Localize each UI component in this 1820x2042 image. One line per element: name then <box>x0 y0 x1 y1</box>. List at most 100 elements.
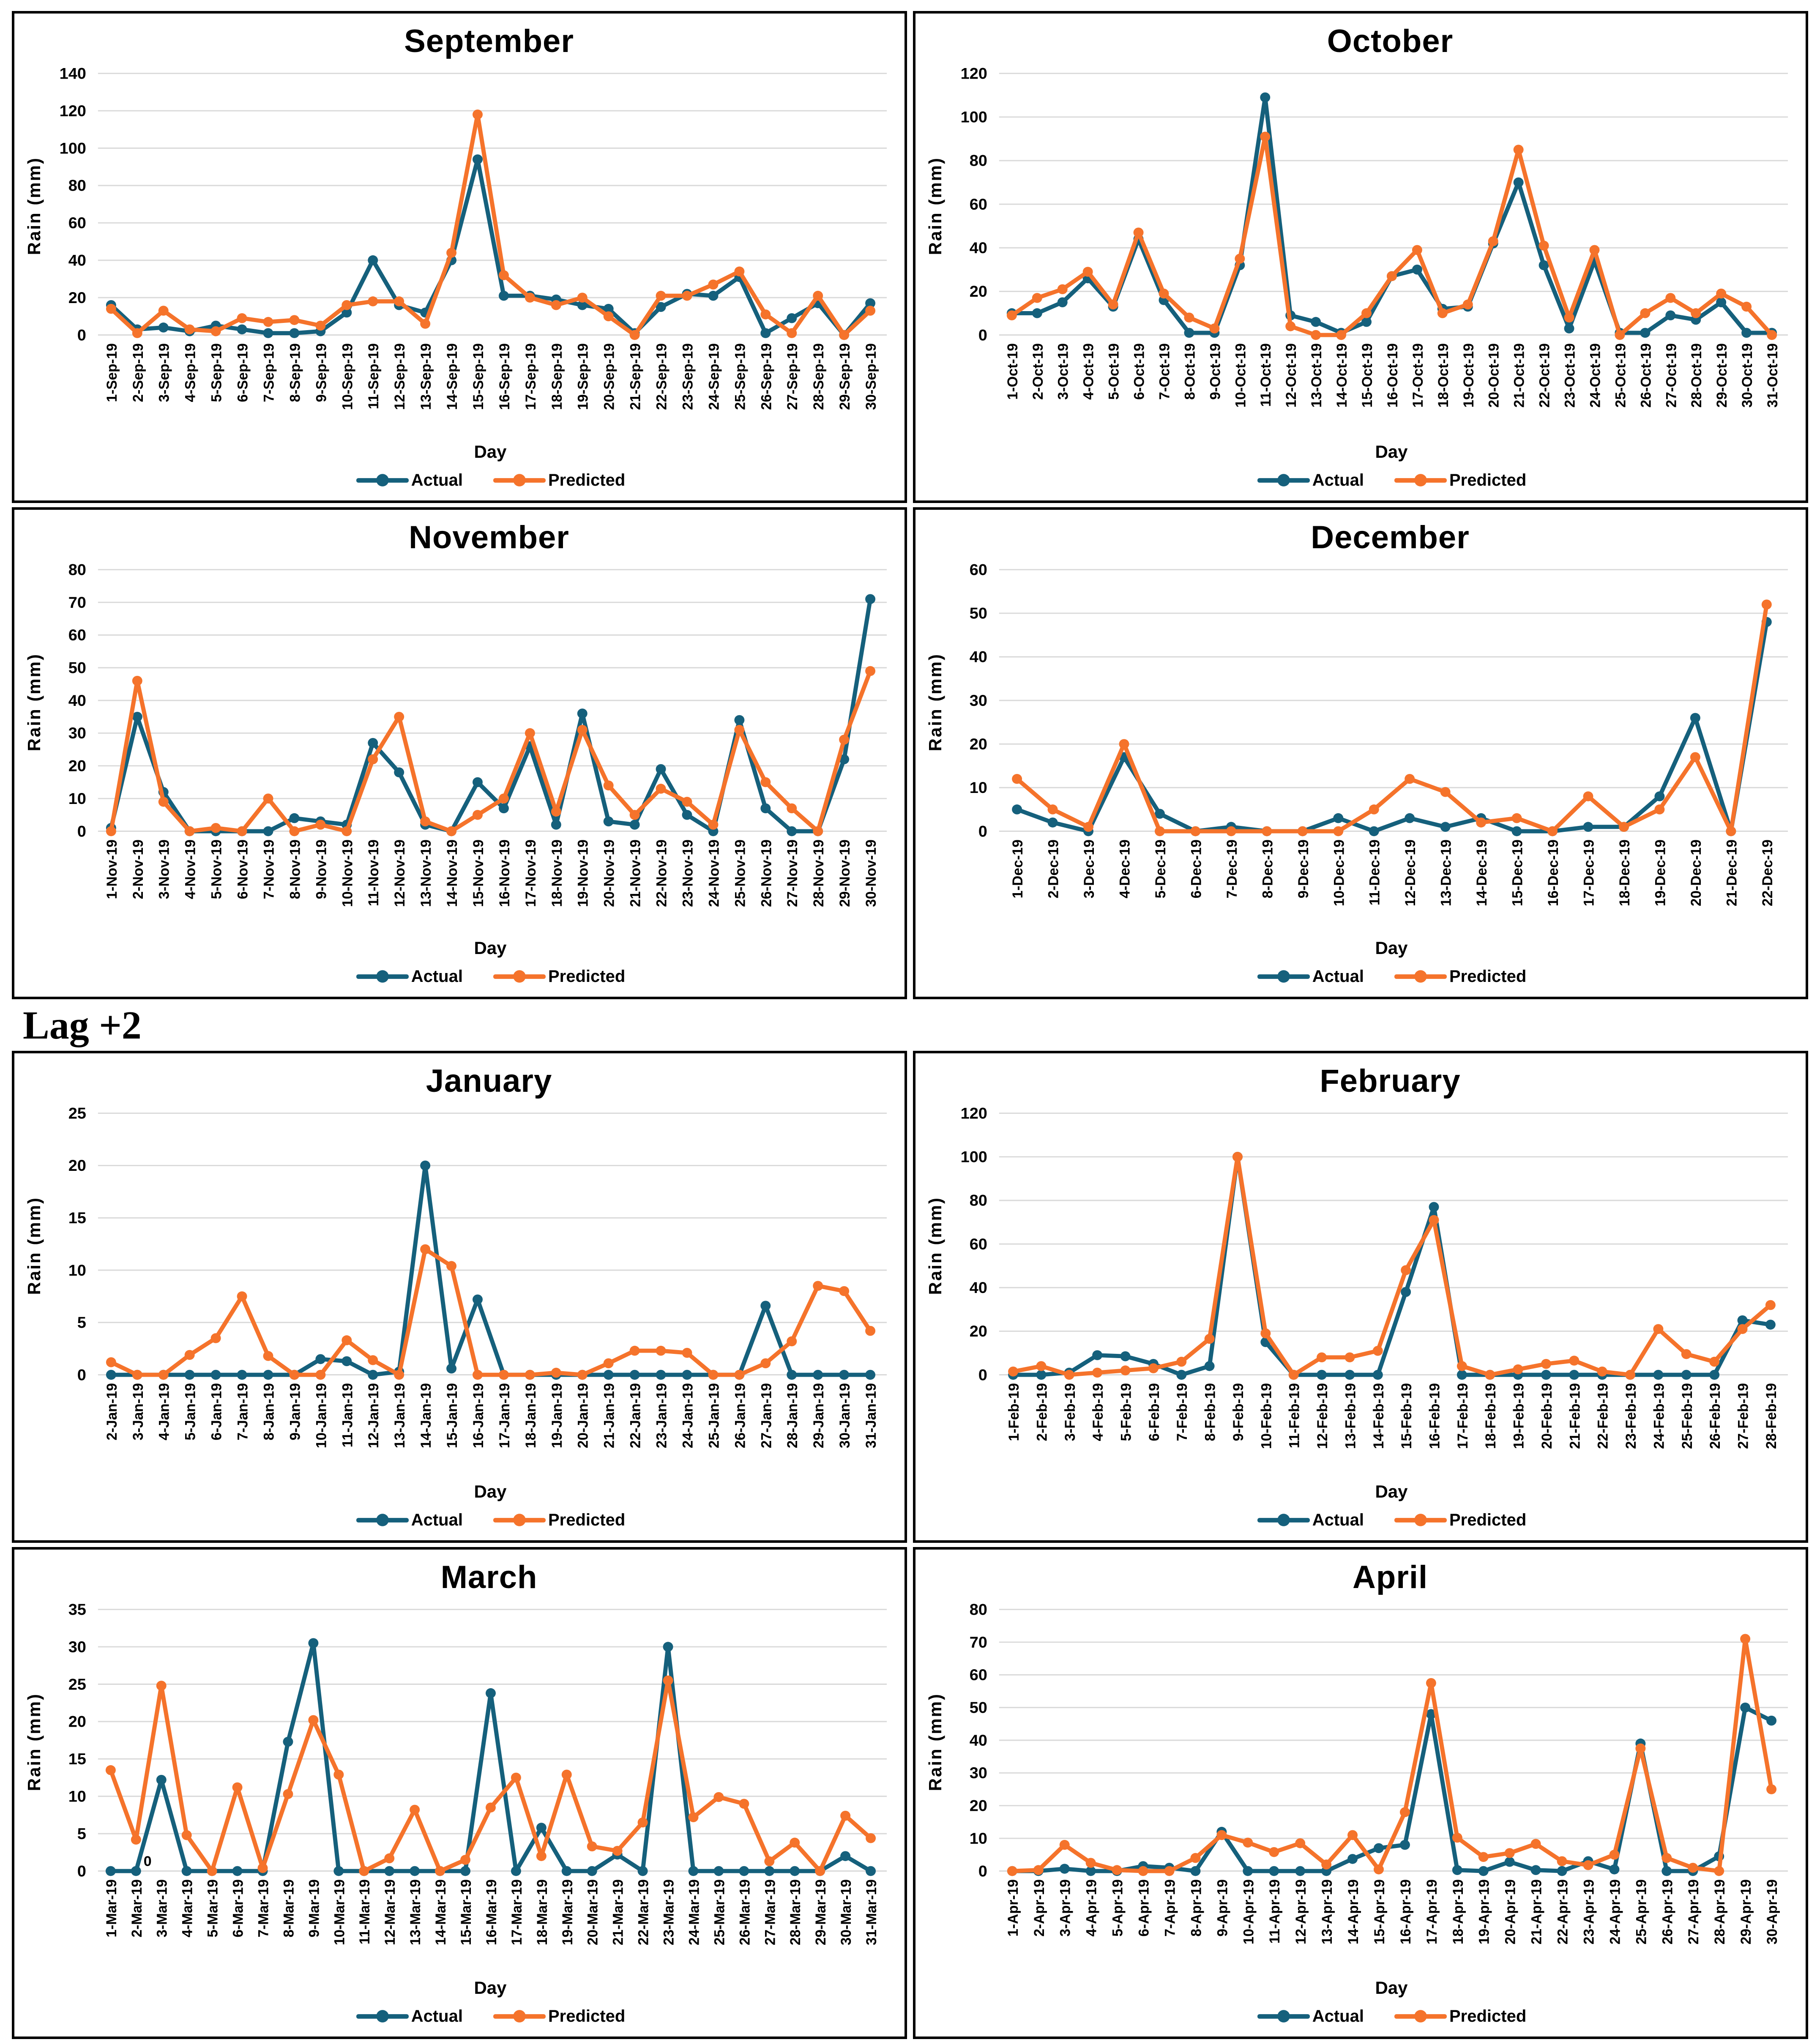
chart-row-2: November Rain (mm) 0 10 20 30 40 50 60 70 80 1-No… <box>12 507 1808 999</box>
svg-text:35: 35 <box>68 1602 86 1618</box>
svg-text:25-Apr-19: 25-Apr-19 <box>1634 1879 1649 1944</box>
svg-text:30: 30 <box>68 724 86 742</box>
svg-text:20-Mar-19: 20-Mar-19 <box>585 1879 601 1945</box>
svg-text:4-Nov-19: 4-Nov-19 <box>183 839 198 899</box>
svg-text:22-Oct-19: 22-Oct-19 <box>1537 343 1552 407</box>
svg-text:16-Sep-19: 16-Sep-19 <box>497 343 513 410</box>
svg-text:16-Apr-19: 16-Apr-19 <box>1398 1879 1414 1944</box>
svg-text:26-Sep-19: 26-Sep-19 <box>759 343 774 410</box>
svg-text:22-Nov-19: 22-Nov-19 <box>654 839 670 907</box>
chart-box-april: April Rain (mm) 0 10 20 30 40 50 60 70 80 1-Apr-1… <box>913 1547 1808 2039</box>
plot-wrap: 0 5 10 15 20 25 30 35 1-Mar-19 2-Mar-19 3-Mar-19 4-… <box>48 1602 899 1977</box>
svg-text:2-Apr-19: 2-Apr-19 <box>1032 1879 1047 1936</box>
x-axis-title: Day <box>1375 938 1408 958</box>
svg-text:80: 80 <box>68 562 86 578</box>
legend-item-actual: Actual <box>355 471 463 490</box>
svg-text:20: 20 <box>68 289 86 306</box>
svg-text:2-Nov-19: 2-Nov-19 <box>131 839 146 899</box>
svg-text:27-Oct-19: 27-Oct-19 <box>1664 343 1679 407</box>
svg-text:1-Nov-19: 1-Nov-19 <box>104 839 120 899</box>
svg-text:28-Mar-19: 28-Mar-19 <box>788 1879 803 1945</box>
svg-text:0: 0 <box>978 1366 987 1384</box>
svg-text:13-Jan-19: 13-Jan-19 <box>392 1383 408 1448</box>
chart-box-october: October Rain (mm) 0 20 40 60 80 100 120 1-Oct-1… <box>913 11 1808 503</box>
svg-text:10: 10 <box>68 1261 86 1279</box>
svg-text:21-Apr-19: 21-Apr-19 <box>1529 1879 1544 1944</box>
svg-text:10-Oct-19: 10-Oct-19 <box>1233 343 1249 407</box>
svg-text:6-Dec-19: 6-Dec-19 <box>1189 839 1204 898</box>
legend: Actual Predicted <box>921 464 1800 496</box>
svg-text:13-Nov-19: 13-Nov-19 <box>418 839 434 907</box>
plot-wrap: 0 20 40 60 80 100 120 1-Feb-19 2-Feb-19 3-Feb-19 4… <box>949 1106 1800 1481</box>
svg-text:8-Feb-19: 8-Feb-19 <box>1202 1383 1218 1441</box>
svg-text:4-Oct-19: 4-Oct-19 <box>1081 343 1096 400</box>
svg-text:25-Feb-19: 25-Feb-19 <box>1680 1383 1695 1449</box>
svg-text:4-Jan-19: 4-Jan-19 <box>156 1383 172 1440</box>
svg-text:24-Jan-19: 24-Jan-19 <box>680 1383 696 1448</box>
svg-text:16-Oct-19: 16-Oct-19 <box>1385 343 1401 407</box>
svg-text:23-Oct-19: 23-Oct-19 <box>1562 343 1578 407</box>
svg-text:28-Oct-19: 28-Oct-19 <box>1689 343 1705 407</box>
y-axis-title: Rain (mm) <box>925 653 945 752</box>
svg-text:2-Feb-19: 2-Feb-19 <box>1034 1383 1050 1441</box>
svg-text:18-Oct-19: 18-Oct-19 <box>1436 343 1451 407</box>
legend-label-predicted: Predicted <box>1449 470 1527 489</box>
svg-text:22-Mar-19: 22-Mar-19 <box>636 1879 651 1945</box>
chart-row-4: March Rain (mm) 0 5 10 15 20 25 30 35 1-Mar-19 2-… <box>12 1547 1808 2039</box>
svg-text:14-Dec-19: 14-Dec-19 <box>1474 839 1490 906</box>
svg-text:10-Sep-19: 10-Sep-19 <box>340 343 355 410</box>
legend-item-predicted: Predicted <box>492 1511 625 1530</box>
legend-label-predicted: Predicted <box>1449 2006 1527 2026</box>
svg-text:18-Feb-19: 18-Feb-19 <box>1483 1383 1499 1449</box>
svg-text:26-Feb-19: 26-Feb-19 <box>1708 1383 1723 1449</box>
plot-area-november: 0 10 20 30 40 50 60 70 80 1-Nov-19 2-Nov-19 3-Nov-1… <box>68 562 887 907</box>
svg-text:9-Oct-19: 9-Oct-19 <box>1208 343 1223 400</box>
svg-text:11-Jan-19: 11-Jan-19 <box>340 1383 355 1447</box>
svg-text:2-Mar-19: 2-Mar-19 <box>129 1879 145 1937</box>
legend-label-predicted: Predicted <box>1449 1510 1527 1529</box>
svg-text:100: 100 <box>961 108 987 126</box>
svg-text:20: 20 <box>68 1713 86 1730</box>
legend-label-actual: Actual <box>411 470 463 489</box>
svg-text:20: 20 <box>68 1157 86 1175</box>
actual-series-marker-icon <box>1257 1514 1310 1526</box>
actual-series-marker-icon <box>1257 970 1310 983</box>
chart-main: Rain (mm) 0 20 40 60 80 100 120 1-Feb-19 2-Feb-1… <box>921 1106 1800 1481</box>
chart-main: Rain (mm) 0 5 10 15 20 25 2-Jan-19 3-Jan-19 4-Ja… <box>20 1106 899 1481</box>
svg-text:80: 80 <box>970 1192 987 1209</box>
svg-text:28-Apr-19: 28-Apr-19 <box>1712 1879 1728 1944</box>
svg-text:16-Jan-19: 16-Jan-19 <box>471 1383 486 1448</box>
legend-label-predicted: Predicted <box>548 470 626 489</box>
svg-text:24-Feb-19: 24-Feb-19 <box>1651 1383 1667 1449</box>
svg-text:15-Feb-19: 15-Feb-19 <box>1399 1383 1415 1449</box>
svg-text:10: 10 <box>970 1829 987 1847</box>
legend: Actual Predicted <box>20 2000 899 2032</box>
legend-item-actual: Actual <box>1257 1511 1364 1530</box>
svg-text:20-Oct-19: 20-Oct-19 <box>1486 343 1502 407</box>
svg-text:9-Feb-19: 9-Feb-19 <box>1231 1383 1246 1441</box>
svg-text:25: 25 <box>68 1106 86 1122</box>
svg-text:11-Mar-19: 11-Mar-19 <box>357 1879 373 1944</box>
svg-text:15-Dec-19: 15-Dec-19 <box>1510 839 1525 906</box>
chart-title-january: January <box>426 1063 552 1099</box>
svg-text:28-Sep-19: 28-Sep-19 <box>811 343 827 410</box>
legend-label-actual: Actual <box>411 2006 463 2026</box>
chart-title-december: December <box>1311 519 1470 555</box>
svg-text:30: 30 <box>970 1764 987 1782</box>
svg-text:6-Nov-19: 6-Nov-19 <box>235 839 251 899</box>
x-axis-title: Day <box>474 442 507 462</box>
svg-text:31-Jan-19: 31-Jan-19 <box>864 1383 879 1448</box>
legend: Actual Predicted <box>921 1504 1800 1536</box>
svg-text:29-Mar-19: 29-Mar-19 <box>813 1879 829 1945</box>
svg-text:26-Mar-19: 26-Mar-19 <box>737 1879 753 1945</box>
svg-text:12-Sep-19: 12-Sep-19 <box>392 343 408 410</box>
svg-text:21-Jan-19: 21-Jan-19 <box>601 1383 617 1448</box>
svg-text:27-Apr-19: 27-Apr-19 <box>1686 1879 1702 1944</box>
svg-text:11-Nov-19: 11-Nov-19 <box>366 839 382 906</box>
svg-text:26-Oct-19: 26-Oct-19 <box>1638 343 1654 407</box>
svg-text:17-Dec-19: 17-Dec-19 <box>1581 839 1597 906</box>
legend-label-predicted: Predicted <box>548 1510 626 1529</box>
plot-area-february: 0 20 40 60 80 100 120 1-Feb-19 2-Feb-19 3-Feb-19 4… <box>961 1106 1788 1449</box>
y-axis-title: Rain (mm) <box>24 1197 44 1295</box>
svg-text:5: 5 <box>77 1314 86 1331</box>
